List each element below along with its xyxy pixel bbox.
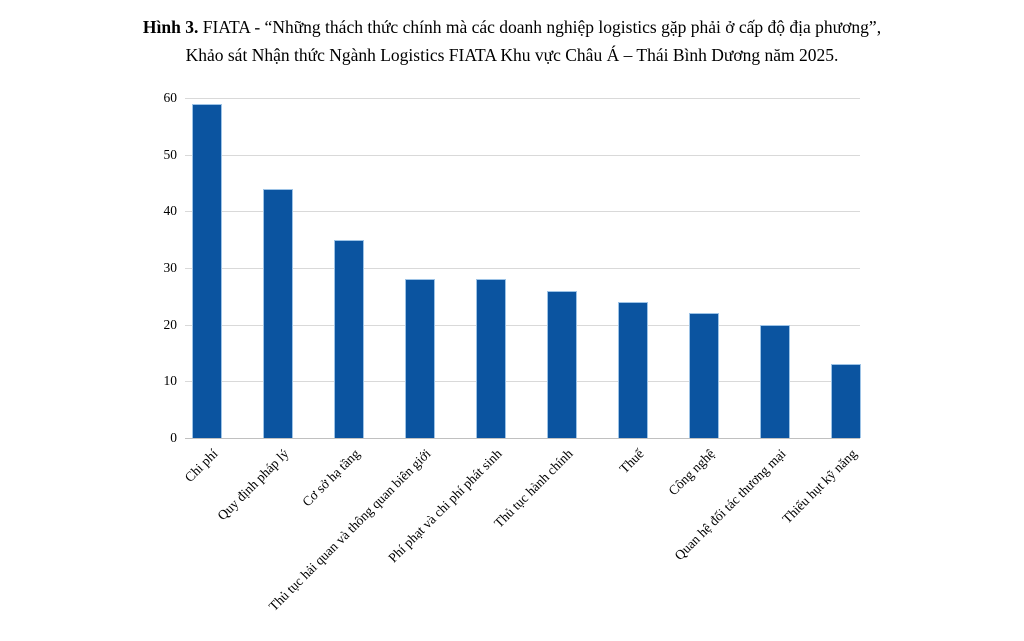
figure-label: Hình 3. [142,17,199,37]
bar-7 [617,302,648,438]
bar-9 [759,324,790,438]
y-tick-label-0: 0 [170,430,177,445]
y-tick-label-10: 10 [163,373,178,389]
gridline-30 [185,268,860,269]
plot-area: 0 10 20 30 40 50 60 Chi phí Quy định pháp lý Cơ s… [164,90,861,614]
gridline-40 [185,211,860,213]
gridline-10 [185,381,860,383]
figure-caption-line1: Hình 3. FIATA - “Những thách thức chính … [0,13,1024,41]
gridline-20 [185,324,860,326]
y-tick-label-20: 20 [163,316,178,332]
x-axis-line [185,438,860,439]
figure-caption-line2: Khảo sát Nhận thức Ngành Logistics FIATA… [185,45,839,65]
bar-6 [546,290,577,438]
bar-10 [830,364,861,438]
gridline-60 [185,98,860,99]
bar-3 [333,239,364,438]
figure-caption: Hình 3. FIATA - “Những thách thức chính … [0,13,1024,69]
bar-5 [475,279,506,438]
bar-1 [191,103,222,438]
bar-4 [404,279,435,438]
figure-caption-line1-text: FIATA - “Những thách thức chính mà các d… [198,17,882,37]
y-tick-label-40: 40 [163,203,178,219]
y-tick-label-30: 30 [163,260,178,275]
y-tick-label-60: 60 [163,90,178,105]
y-tick-label-50: 50 [163,146,178,162]
bar-8 [688,313,719,438]
gridline-50 [185,154,860,156]
bar-2 [262,188,293,438]
